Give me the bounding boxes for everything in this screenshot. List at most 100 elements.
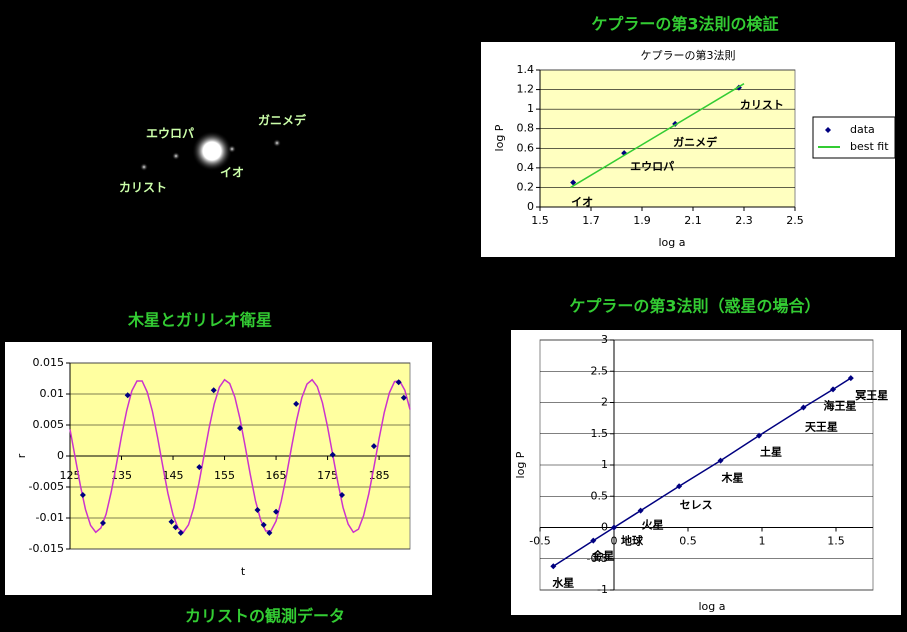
data-point bbox=[800, 404, 807, 411]
heading: 木星とガリレオ衛星 bbox=[127, 311, 272, 330]
y-axis-label: log P bbox=[493, 124, 506, 151]
data-point bbox=[168, 518, 175, 525]
y-tick-label: 1 bbox=[601, 458, 608, 471]
y-tick-label: 0.6 bbox=[517, 141, 535, 154]
data-point bbox=[99, 519, 106, 526]
x-tick-label: 135 bbox=[111, 469, 132, 482]
point-label: 木星 bbox=[721, 471, 744, 485]
data-point bbox=[570, 179, 577, 186]
data-point bbox=[830, 386, 837, 393]
caption: カリストの観測データ bbox=[185, 607, 345, 626]
data-point bbox=[79, 492, 86, 499]
data-point bbox=[637, 507, 644, 514]
x-tick-label: 155 bbox=[214, 469, 235, 482]
data-point bbox=[266, 529, 273, 536]
x-tick-label: 2.1 bbox=[684, 214, 702, 227]
y-tick-label: 0 bbox=[57, 449, 64, 462]
y-tick-label: 1.2 bbox=[517, 83, 535, 96]
data-point bbox=[210, 387, 217, 394]
point-label: カリスト bbox=[740, 99, 784, 112]
moon bbox=[228, 145, 236, 153]
legend-marker bbox=[825, 127, 831, 133]
y-tick-label: 0.5 bbox=[591, 489, 609, 502]
y-tick-label: 0 bbox=[527, 200, 534, 213]
x-tick-label: 1.9 bbox=[633, 214, 651, 227]
legend-label: best fit bbox=[850, 140, 889, 153]
data-point bbox=[339, 492, 345, 499]
x-tick-label: 175 bbox=[317, 469, 338, 482]
x-tick-label: 1.5 bbox=[531, 214, 549, 227]
point-label: イオ bbox=[571, 196, 593, 209]
data-point bbox=[370, 443, 377, 450]
moon-label: ガニメデ bbox=[258, 113, 307, 128]
y-tick-label: 0.8 bbox=[517, 122, 535, 135]
point-label: 土星 bbox=[760, 445, 782, 459]
y-axis-label: log P bbox=[514, 451, 527, 478]
point-label: 水星 bbox=[552, 575, 574, 589]
moon-label: エウロパ bbox=[146, 127, 194, 141]
x-axis-label: t bbox=[241, 565, 246, 578]
y-tick-label: 0.015 bbox=[33, 356, 65, 369]
data-point bbox=[124, 392, 131, 399]
y-tick-label: 3 bbox=[601, 333, 608, 346]
point-label: 海王星 bbox=[824, 398, 857, 412]
data-point bbox=[717, 457, 724, 464]
plot-area bbox=[539, 69, 796, 208]
heading: ケプラーの第3法則の検証 bbox=[591, 15, 778, 34]
x-axis-label: log a bbox=[698, 600, 725, 613]
data-point bbox=[400, 394, 407, 401]
x-tick-label: -0.5 bbox=[529, 535, 550, 548]
y-tick-label: -0.01 bbox=[36, 511, 64, 524]
data-point bbox=[172, 524, 179, 531]
data-point bbox=[329, 451, 336, 458]
y-tick-label: 0.005 bbox=[33, 418, 65, 431]
x-tick-label: 1.7 bbox=[582, 214, 600, 227]
data-point bbox=[237, 425, 243, 432]
x-tick-label: 165 bbox=[266, 469, 287, 482]
data-point bbox=[676, 483, 683, 490]
data-point bbox=[196, 464, 203, 471]
y-tick-label: 1.4 bbox=[517, 63, 535, 76]
data-point bbox=[260, 521, 267, 528]
heading: ケプラーの第3法則（惑星の場合） bbox=[569, 297, 820, 316]
x-tick-label: 1 bbox=[759, 535, 766, 548]
legend-box bbox=[812, 116, 896, 159]
series-line bbox=[69, 378, 411, 534]
data-point bbox=[847, 375, 854, 382]
y-tick-label: 0.2 bbox=[517, 180, 535, 193]
data-point bbox=[590, 537, 597, 544]
moon-label: カリスト bbox=[119, 181, 167, 195]
point-label: セレス bbox=[680, 498, 713, 511]
moon bbox=[140, 163, 148, 171]
x-tick-label: 2.3 bbox=[735, 214, 753, 227]
data-point bbox=[177, 529, 184, 536]
y-tick-label: -0.015 bbox=[29, 542, 64, 555]
point-label: 冥王星 bbox=[855, 389, 888, 402]
moon bbox=[172, 152, 180, 160]
x-axis-label: log a bbox=[658, 236, 685, 249]
point-label: 天王星 bbox=[805, 421, 838, 434]
data-point bbox=[273, 508, 280, 515]
legend-label: data bbox=[850, 123, 875, 136]
x-tick-label: 1.5 bbox=[827, 535, 845, 548]
point-label: 地球 bbox=[621, 534, 644, 548]
x-tick-label: 2.5 bbox=[786, 214, 804, 227]
y-tick-label: -1 bbox=[597, 583, 608, 596]
data-point bbox=[550, 563, 557, 570]
data-point bbox=[293, 400, 300, 407]
y-tick-label: -0.005 bbox=[29, 480, 64, 493]
point-label: 火星 bbox=[642, 519, 664, 532]
y-axis-label: r bbox=[15, 453, 28, 458]
jupiter bbox=[192, 131, 232, 171]
moon-label: イオ bbox=[220, 166, 244, 180]
y-tick-label: 2.5 bbox=[591, 364, 609, 377]
x-tick-label: 185 bbox=[369, 469, 390, 482]
y-tick-label: 2 bbox=[601, 396, 608, 409]
data-point bbox=[611, 524, 617, 531]
data-point bbox=[756, 432, 763, 439]
series-line bbox=[552, 377, 852, 567]
point-label: ガニメデ bbox=[673, 135, 718, 149]
y-tick-label: 0.4 bbox=[517, 161, 535, 174]
moon bbox=[273, 139, 281, 147]
